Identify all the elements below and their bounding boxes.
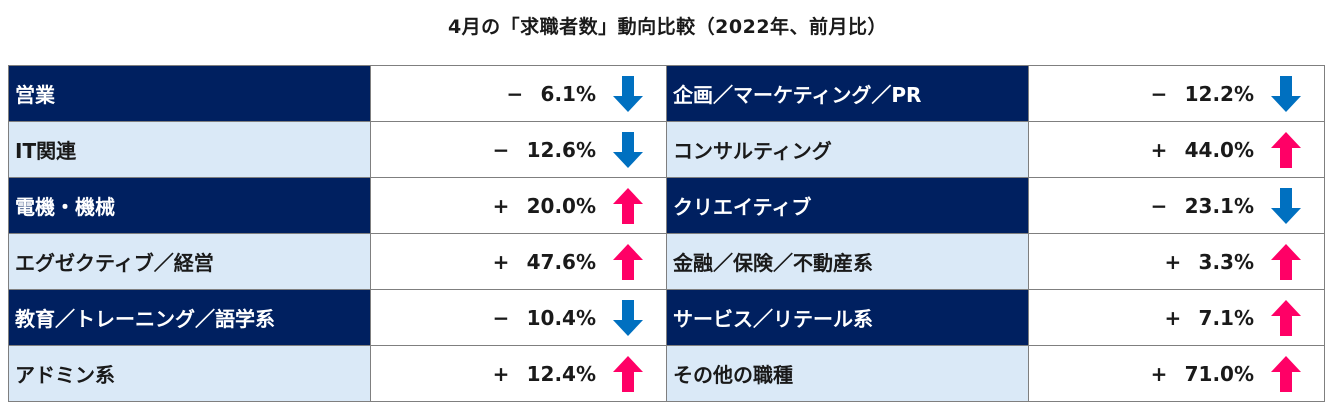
arrow-up-icon xyxy=(1270,299,1302,337)
change-value: −12.6% xyxy=(493,138,596,162)
change-cell: −23.1% xyxy=(1028,177,1325,234)
change-percent: 10.4% xyxy=(526,305,596,330)
change-percent: 44.0% xyxy=(1184,137,1254,162)
arrow-down-icon xyxy=(612,75,644,113)
category-label: その他の職種 xyxy=(666,345,1029,402)
category-label: コンサルティング xyxy=(666,121,1029,178)
change-sign: + xyxy=(1150,137,1168,162)
change-cell: +47.6% xyxy=(370,233,667,290)
table-row: エグゼクティブ／経営 +47.6% 金融／保険／不動産系 +3.3% xyxy=(8,233,1325,290)
category-label: サービス／リテール系 xyxy=(666,289,1029,346)
change-value: +20.0% xyxy=(493,194,596,218)
change-cell: +7.1% xyxy=(1028,289,1325,346)
arrow-down-icon xyxy=(612,299,644,337)
job-seeker-trend-table: 営業 −6.1% 企画／マーケティング／PR −12.2% IT関連 −12.6% コンサル… xyxy=(8,65,1325,402)
change-sign: + xyxy=(492,249,510,274)
change-sign: − xyxy=(492,137,510,162)
change-value: +47.6% xyxy=(493,250,596,274)
category-label: 教育／トレーニング／語学系 xyxy=(8,289,371,346)
change-sign: − xyxy=(492,305,510,330)
arrow-down-icon xyxy=(1270,75,1302,113)
category-label: エグゼクティブ／経営 xyxy=(8,233,371,290)
table-row: 電機・機械 +20.0% クリエイティブ −23.1% xyxy=(8,177,1325,234)
arrow-up-icon xyxy=(1270,355,1302,393)
change-value: −6.1% xyxy=(507,82,596,106)
arrow-up-icon xyxy=(1270,131,1302,169)
category-label: 金融／保険／不動産系 xyxy=(666,233,1029,290)
change-cell: −6.1% xyxy=(370,65,667,122)
category-label: アドミン系 xyxy=(8,345,371,402)
arrow-down-icon xyxy=(1270,187,1302,225)
change-percent: 3.3% xyxy=(1198,249,1254,274)
change-value: −23.1% xyxy=(1151,194,1254,218)
category-label: 電機・機械 xyxy=(8,177,371,234)
change-percent: 12.4% xyxy=(526,361,596,386)
table-row: IT関連 −12.6% コンサルティング +44.0% xyxy=(8,121,1325,178)
change-value: +71.0% xyxy=(1151,362,1254,386)
change-percent: 6.1% xyxy=(540,81,596,106)
change-percent: 12.2% xyxy=(1184,81,1254,106)
arrow-up-icon xyxy=(612,243,644,281)
change-value: +7.1% xyxy=(1165,306,1254,330)
change-value: −10.4% xyxy=(493,306,596,330)
category-label: 企画／マーケティング／PR xyxy=(666,65,1029,122)
change-sign: + xyxy=(1150,361,1168,386)
arrow-up-icon xyxy=(612,187,644,225)
change-percent: 71.0% xyxy=(1184,361,1254,386)
category-label: クリエイティブ xyxy=(666,177,1029,234)
change-value: +3.3% xyxy=(1165,250,1254,274)
page-title: 4月の「求職者数」動向比較（2022年、前月比） xyxy=(447,16,888,38)
change-sign: + xyxy=(1164,249,1182,274)
change-cell: +71.0% xyxy=(1028,345,1325,402)
arrow-up-icon xyxy=(612,355,644,393)
change-percent: 20.0% xyxy=(526,193,596,218)
change-value: +12.4% xyxy=(493,362,596,386)
change-sign: + xyxy=(492,193,510,218)
change-sign: − xyxy=(1150,81,1168,106)
change-sign: − xyxy=(1150,193,1168,218)
table-row: アドミン系 +12.4% その他の職種 +71.0% xyxy=(8,345,1325,402)
change-cell: +44.0% xyxy=(1028,121,1325,178)
change-cell: −12.2% xyxy=(1028,65,1325,122)
change-percent: 23.1% xyxy=(1184,193,1254,218)
change-sign: − xyxy=(506,81,524,106)
table-row: 営業 −6.1% 企画／マーケティング／PR −12.2% xyxy=(8,65,1325,122)
change-cell: −10.4% xyxy=(370,289,667,346)
change-percent: 47.6% xyxy=(526,249,596,274)
arrow-up-icon xyxy=(1270,243,1302,281)
change-sign: + xyxy=(492,361,510,386)
change-cell: +20.0% xyxy=(370,177,667,234)
table-row: 教育／トレーニング／語学系 −10.4% サービス／リテール系 +7.1% xyxy=(8,289,1325,346)
change-value: −12.2% xyxy=(1151,82,1254,106)
arrow-down-icon xyxy=(612,131,644,169)
category-label: 営業 xyxy=(8,65,371,122)
change-cell: −12.6% xyxy=(370,121,667,178)
change-cell: +12.4% xyxy=(370,345,667,402)
change-percent: 12.6% xyxy=(526,137,596,162)
change-sign: + xyxy=(1164,305,1182,330)
change-percent: 7.1% xyxy=(1198,305,1254,330)
change-cell: +3.3% xyxy=(1028,233,1325,290)
category-label: IT関連 xyxy=(8,121,371,178)
change-value: +44.0% xyxy=(1151,138,1254,162)
